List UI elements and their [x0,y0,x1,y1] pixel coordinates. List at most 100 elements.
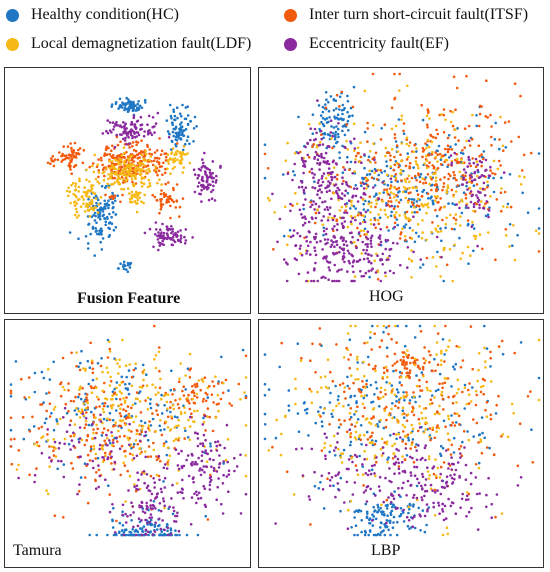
scatter-point [263,176,267,180]
scatter-point [379,279,383,283]
scatter-point [293,162,296,166]
scatter-point [402,481,405,485]
scatter-point [268,199,271,202]
scatter-point [386,375,389,379]
scatter-point [365,516,369,520]
scatter-point [128,104,132,107]
scatter-point [86,359,90,363]
scatter-point [315,241,319,244]
scatter-point [465,514,468,518]
scatter-point [349,499,353,503]
scatter-point [302,402,306,405]
scatter-point [104,147,108,151]
scatter-point [163,506,166,510]
scatter-point [149,424,153,427]
scatter-point [460,198,463,201]
scatter-point [440,390,444,394]
scatter-point [407,155,410,159]
scatter-point [354,378,357,381]
scatter-point [215,449,219,452]
scatter-point [90,386,93,390]
scatter-point [445,349,448,352]
scatter-point [384,247,387,251]
scatter-point [263,437,267,441]
scatter-point [380,454,384,457]
scatter-point [52,160,55,163]
scatter-point [346,375,349,379]
scatter-point [95,221,98,225]
scatter-point [332,109,336,112]
scatter-point [418,405,421,408]
scatter-point [427,350,431,353]
scatter-point [402,169,405,173]
scatter-point [328,189,331,192]
scatter-point [112,128,115,131]
scatter-point [516,484,520,487]
scatter-point [158,244,162,247]
scatter-point [402,351,406,354]
scatter-point [140,500,144,504]
scatter-point [317,410,320,413]
scatter-point [397,391,400,394]
scatter-point [69,419,73,422]
scatter-point [360,530,363,534]
scatter-point [216,485,219,489]
scatter-point [348,338,352,341]
scatter-point [327,167,331,170]
scatter-point [116,440,119,443]
scatter-point [224,458,228,462]
scatter-point [153,357,156,361]
scatter-point [74,395,77,399]
scatter-point [395,193,398,197]
scatter-point [468,186,472,190]
scatter-point [400,486,404,490]
scatter-point [158,523,161,527]
scatter-point [304,217,307,220]
scatter-point [401,227,404,231]
scatter-point [442,279,445,283]
scatter-point [327,471,331,475]
scatter-point [526,395,530,398]
scatter-point [337,402,341,405]
scatter-point [325,206,329,209]
scatter-point [176,149,179,153]
scatter-point [175,106,179,109]
scatter-point [133,125,137,128]
scatter-point [164,167,167,171]
scatter-point [466,219,470,222]
scatter-point [101,402,104,405]
scatter-point [453,136,457,139]
scatter-point [182,129,186,132]
scatter-point [144,152,148,156]
scatter-point [305,279,308,283]
scatter-point [63,388,66,392]
panel-tamura: Tamura [4,319,251,568]
scatter-point [329,119,333,122]
scatter-point [244,424,248,427]
scatter-point [132,442,136,446]
scatter-point [372,186,375,189]
scatter-point [487,215,490,219]
scatter-point [106,405,109,408]
scatter-point [62,145,65,148]
scatter-point [153,195,157,199]
scatter-point [377,173,380,177]
scatter-point [162,442,166,445]
scatter-point [318,196,322,200]
scatter-point [33,473,37,477]
scatter-point [166,228,169,231]
scatter-point [9,438,13,441]
scatter-point [151,412,154,415]
scatter-point [78,416,82,419]
scatter-point [396,223,399,227]
scatter-point [77,185,81,189]
scatter-point [334,183,338,186]
scatter-point [109,183,113,186]
scatter-point [406,246,410,249]
scatter-point [418,395,421,398]
scatter-point [226,460,229,464]
scatter-point [138,173,142,177]
scatter-point [122,267,126,271]
scatter-point [454,468,458,472]
scatter-point [320,420,324,423]
